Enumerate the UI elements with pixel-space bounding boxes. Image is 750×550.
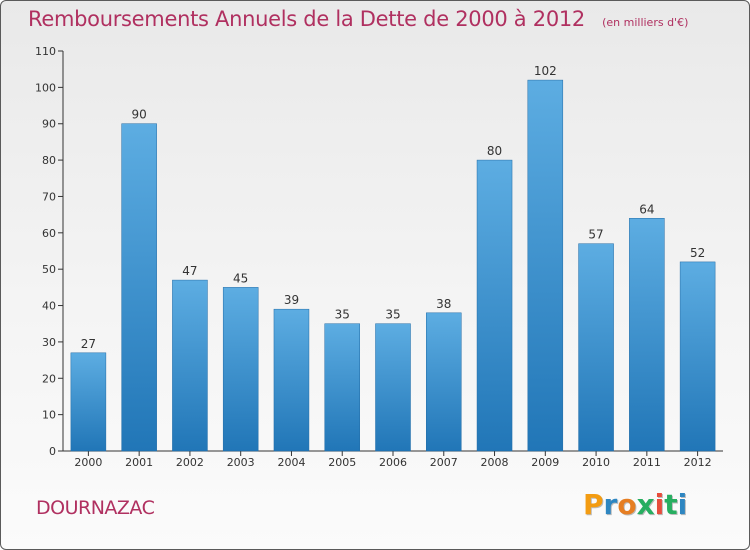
brand-logo-letter: x: [636, 488, 655, 521]
brand-logo-letter: P: [583, 488, 604, 521]
x-tick-label: 2007: [430, 456, 458, 469]
y-tick-label: 110: [35, 45, 56, 58]
chart-subtitle: (en milliers d'€): [602, 16, 689, 29]
brand-logo[interactable]: Proxiti: [583, 488, 687, 521]
y-tick-label: 100: [35, 81, 56, 94]
bar: [629, 218, 665, 452]
y-tick-label: 80: [42, 154, 56, 167]
brand-logo-letter: r: [603, 488, 618, 521]
bar: [375, 323, 411, 452]
bar: [578, 243, 614, 452]
bar: [527, 79, 564, 452]
y-tick-label: 70: [42, 190, 56, 203]
bar: [70, 352, 107, 452]
brand-logo-letter: i: [654, 488, 665, 521]
title-row: Remboursements Annuels de la Dette de 20…: [28, 7, 688, 31]
bar-value-label: 27: [81, 337, 96, 351]
bar: [121, 123, 157, 452]
bar-value-label: 90: [132, 108, 147, 122]
y-tick-label: 10: [42, 409, 56, 422]
bar-value-label: 35: [335, 308, 350, 322]
bar-value-label: 45: [233, 271, 248, 285]
x-tick-label: 2002: [176, 456, 204, 469]
bars: [70, 79, 716, 452]
y-tick-label: 20: [42, 372, 56, 385]
bar: [222, 287, 259, 452]
bar: [172, 279, 208, 452]
x-tick-label: 2011: [633, 456, 661, 469]
bar: [273, 308, 310, 452]
bar-value-label: 39: [284, 293, 299, 307]
y-axis: 0 10 20 30 40 50 60 70 80 90 100 110: [35, 45, 64, 458]
brand-logo-letter: i: [677, 488, 688, 521]
x-tick-label: 2001: [125, 456, 153, 469]
bar-value-label: 102: [534, 64, 557, 78]
commune-name: DOURNAZAC: [36, 497, 155, 519]
y-tick-label: 60: [42, 227, 56, 240]
bar-value-label: 47: [182, 264, 197, 278]
bar: [324, 323, 360, 452]
chart-title: Remboursements Annuels de la Dette de 20…: [28, 7, 585, 31]
x-tick-label: 2003: [227, 456, 255, 469]
x-tick-label: 2010: [582, 456, 610, 469]
bar-value-label: 80: [487, 144, 502, 158]
bar-value-label: 35: [385, 308, 400, 322]
y-tick-label: 50: [42, 263, 56, 276]
y-tick-label: 30: [42, 336, 56, 349]
bar-value-label: 64: [639, 202, 654, 216]
bar: [679, 261, 716, 452]
y-tick-label: 0: [49, 445, 56, 458]
bar-value-label: 52: [690, 246, 705, 260]
bar-value-label: 38: [436, 297, 451, 311]
brand-logo-letter: t: [664, 488, 678, 521]
x-axis: 2000 2001 2002 2003 2004 2005 2006 2007 2008 2009…: [63, 450, 723, 469]
y-tick-label: 90: [42, 118, 56, 131]
x-tick-label: 2004: [277, 456, 305, 469]
x-tick-label: 2005: [328, 456, 356, 469]
x-tick-label: 2006: [379, 456, 407, 469]
x-tick-label: 2009: [531, 456, 559, 469]
y-tick-label: 40: [42, 300, 56, 313]
bar-value-label: 57: [588, 228, 603, 242]
brand-logo-letter: o: [617, 488, 637, 521]
x-tick-label: 2012: [684, 456, 712, 469]
x-tick-label: 2008: [481, 456, 509, 469]
x-tick-label: 2000: [74, 456, 102, 469]
bar-labels: 27 90 47 45 39 35 35 38 80 102 57 64 52: [81, 64, 706, 351]
bar: [426, 312, 462, 452]
bar: [476, 159, 513, 452]
